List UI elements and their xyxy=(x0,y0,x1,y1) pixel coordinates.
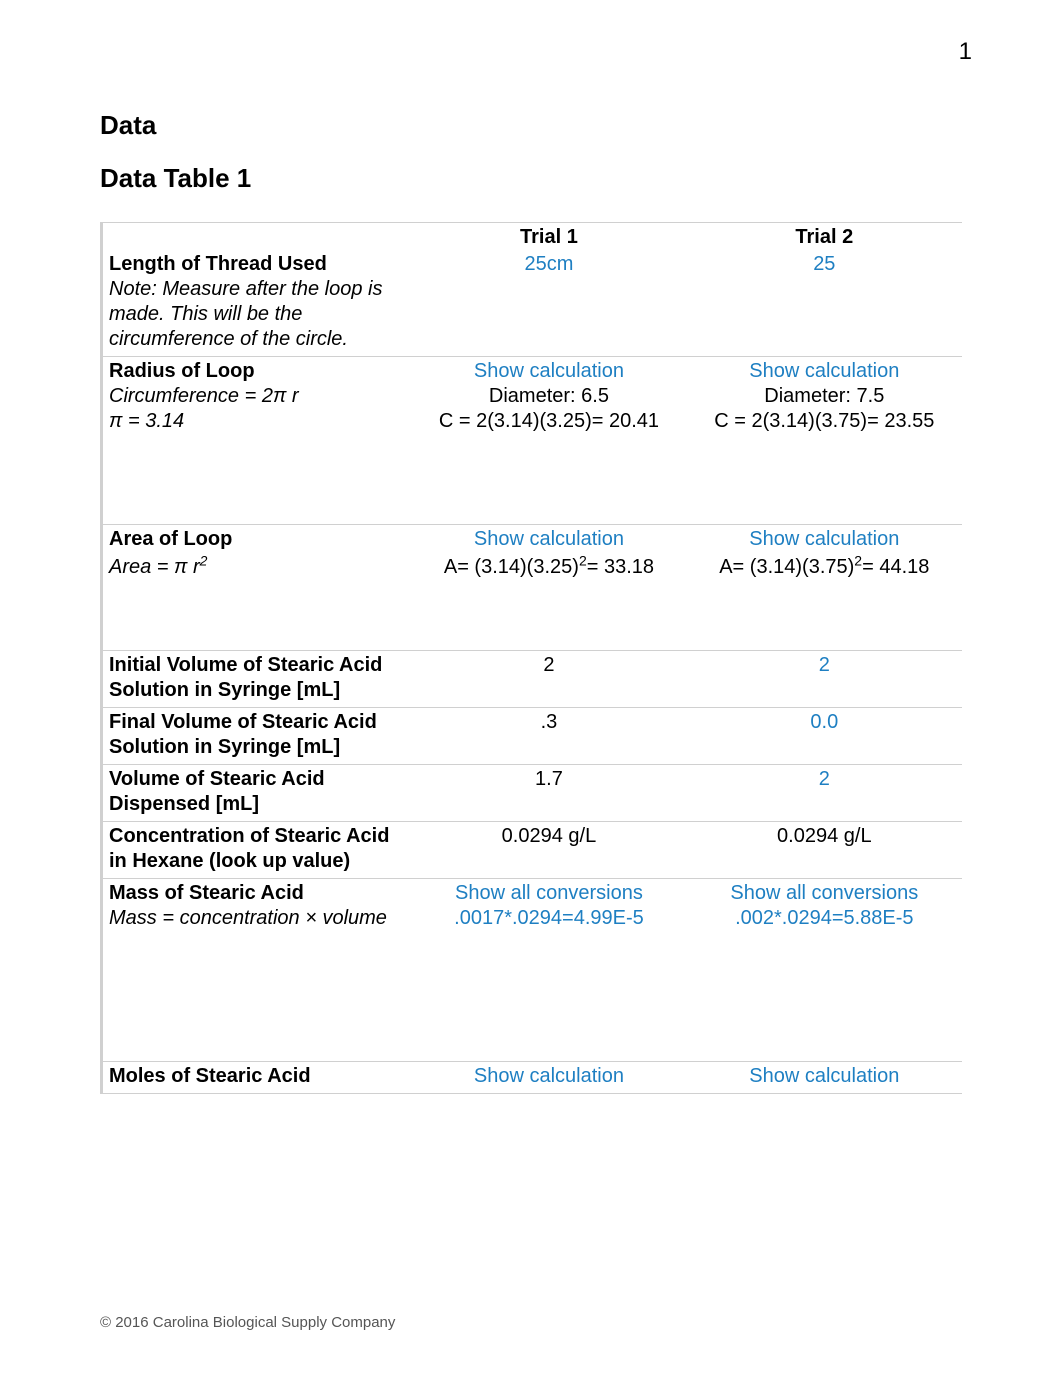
area-t1-hint: Show calculation xyxy=(474,528,624,550)
moles-t2-hint: Show calculation xyxy=(687,1061,962,1093)
header-trial-1: Trial 1 xyxy=(411,223,686,251)
length-thread-note: Note: Measure after the loop is made. Th… xyxy=(109,278,382,350)
initial-vol-t1: 2 xyxy=(411,650,686,707)
page-number: 1 xyxy=(959,38,972,66)
radius-t1-calc: C = 2(3.14)(3.25)= 20.41 xyxy=(439,410,659,432)
area-t2-calc: A= (3.14)(3.75)2= 44.18 xyxy=(719,556,929,578)
section-title: Data xyxy=(100,110,962,141)
mass-t2-calc: .002*.0294=5.88E-5 xyxy=(735,907,914,929)
row-radius: Radius of Loop Circumference = 2π r π = … xyxy=(102,357,963,525)
radius-formula-2: π = 3.14 xyxy=(109,410,184,432)
radius-label: Radius of Loop xyxy=(109,360,255,382)
vol-dispensed-t1: 1.7 xyxy=(411,764,686,821)
area-formula: Area = π r2 xyxy=(109,556,207,578)
initial-vol-label: Initial Volume of Stearic Acid Solution … xyxy=(109,654,382,701)
page-content: Data Data Table 1 Trial 1 Trial 2 Length… xyxy=(0,0,1062,1094)
row-concentration: Concentration of Stearic Acid in Hexane … xyxy=(102,821,963,878)
row-initial-volume: Initial Volume of Stearic Acid Solution … xyxy=(102,650,963,707)
table-header-row: Trial 1 Trial 2 xyxy=(102,223,963,251)
row-volume-dispensed: Volume of Stearic Acid Dispensed [mL] 1.… xyxy=(102,764,963,821)
final-vol-t2: 0.0 xyxy=(687,707,962,764)
mass-t1-calc: .0017*.0294=4.99E-5 xyxy=(454,907,644,929)
header-trial-2: Trial 2 xyxy=(687,223,962,251)
concentration-t1: 0.0294 g/L xyxy=(411,821,686,878)
mass-t1-hint: Show all conversions xyxy=(455,882,643,904)
row-area: Area of Loop Area = π r2 Show calculatio… xyxy=(102,525,963,651)
initial-vol-t2: 2 xyxy=(687,650,962,707)
area-label: Area of Loop xyxy=(109,528,232,550)
mass-formula: Mass = concentration × volume xyxy=(109,907,387,929)
vol-dispensed-label: Volume of Stearic Acid Dispensed [mL] xyxy=(109,768,325,815)
copyright-footer: © 2016 Carolina Biological Supply Compan… xyxy=(100,1314,395,1331)
moles-t1-hint: Show calculation xyxy=(411,1061,686,1093)
mass-t2-hint: Show all conversions xyxy=(730,882,918,904)
row-length-thread: Length of Thread Used Note: Measure afte… xyxy=(102,250,963,357)
vol-dispensed-t2: 2 xyxy=(687,764,962,821)
radius-t2-diameter: Diameter: 7.5 xyxy=(764,385,884,407)
radius-t2-calc: C = 2(3.14)(3.75)= 23.55 xyxy=(714,410,934,432)
row-moles: Moles of Stearic Acid Show calculation S… xyxy=(102,1061,963,1093)
table-title: Data Table 1 xyxy=(100,163,962,194)
concentration-t2: 0.0294 g/L xyxy=(687,821,962,878)
radius-formula-1: Circumference = 2π r xyxy=(109,385,299,407)
final-vol-label: Final Volume of Stearic Acid Solution in… xyxy=(109,711,377,758)
row-mass: Mass of Stearic Acid Mass = concentratio… xyxy=(102,878,963,1061)
length-thread-label: Length of Thread Used xyxy=(109,253,327,275)
mass-label: Mass of Stearic Acid xyxy=(109,882,304,904)
area-t2-hint: Show calculation xyxy=(749,528,899,550)
radius-t1-hint: Show calculation xyxy=(474,360,624,382)
data-table-1: Trial 1 Trial 2 Length of Thread Used No… xyxy=(100,222,962,1094)
header-blank xyxy=(102,223,412,251)
row-final-volume: Final Volume of Stearic Acid Solution in… xyxy=(102,707,963,764)
radius-t2-hint: Show calculation xyxy=(749,360,899,382)
concentration-label: Concentration of Stearic Acid in Hexane … xyxy=(109,825,389,872)
moles-label: Moles of Stearic Acid xyxy=(109,1065,311,1087)
length-thread-t1: 25cm xyxy=(411,250,686,357)
final-vol-t1: .3 xyxy=(411,707,686,764)
area-t1-calc: A= (3.14)(3.25)2= 33.18 xyxy=(444,556,654,578)
length-thread-t2: 25 xyxy=(687,250,962,357)
radius-t1-diameter: Diameter: 6.5 xyxy=(489,385,609,407)
